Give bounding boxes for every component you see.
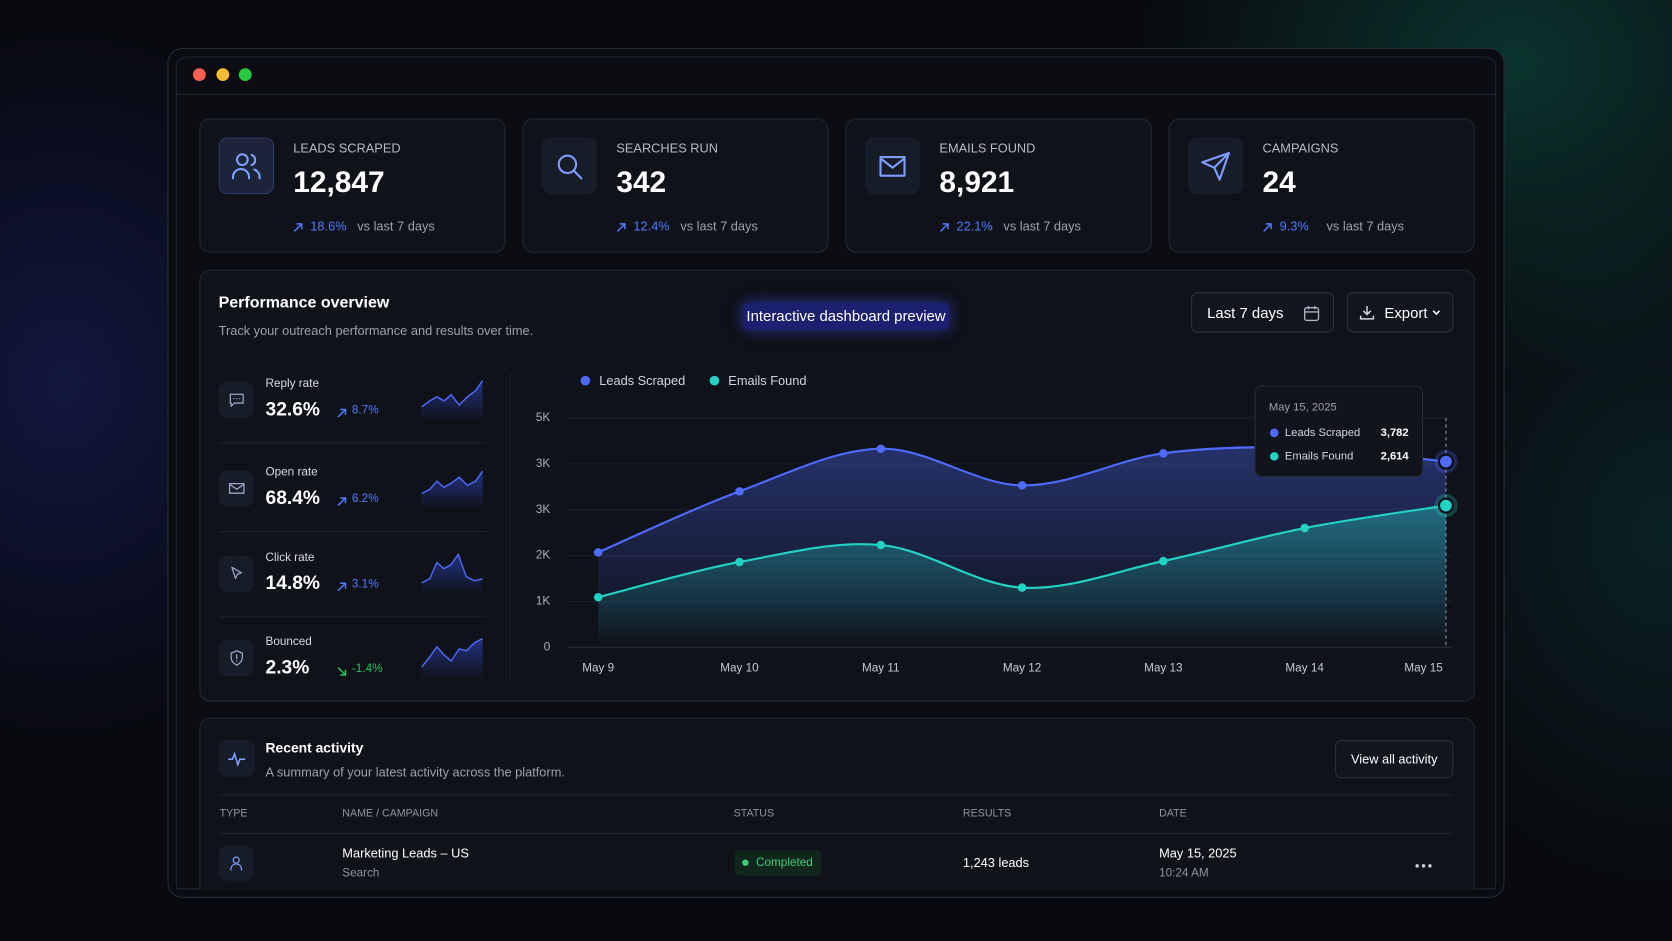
close-dot[interactable]	[193, 68, 206, 82]
row-name: Marketing Leads – US	[342, 845, 469, 861]
metric-separator	[218, 442, 488, 444]
metric-value: 14.8%	[265, 572, 320, 594]
maximize-dot[interactable]	[238, 68, 252, 82]
column-header: STATUS	[733, 807, 775, 820]
sparkline	[418, 637, 486, 685]
row-date: May 15, 2025	[1159, 845, 1237, 861]
status-pill: Completed	[734, 849, 822, 876]
metrics-divider	[509, 373, 511, 681]
trend-arrow	[1261, 220, 1273, 239]
stat-value: 8,921	[939, 165, 1015, 199]
sparkline	[418, 552, 486, 600]
stat-label: LEADS SCRAPED	[293, 140, 401, 156]
column-header: RESULTS	[962, 807, 1012, 820]
performance-title: Performance overview	[218, 293, 390, 312]
metric-value: 2.3%	[265, 656, 310, 678]
metric-label: Click rate	[265, 551, 315, 565]
column-header: NAME / CAMPAIGN	[342, 807, 439, 820]
stat-icon	[218, 137, 275, 195]
view-all-button[interactable]: View all activity	[1335, 740, 1454, 779]
metric-icon	[218, 470, 254, 507]
row-results: 1,243 leads	[962, 855, 1030, 871]
stat-note: vs last 7 days	[1003, 218, 1081, 234]
activity-title: Recent activity	[265, 739, 364, 756]
metric-icon	[218, 639, 254, 677]
title-bar	[177, 58, 1495, 95]
metric-icon	[218, 555, 254, 592]
stat-note: vs last 7 days	[357, 218, 435, 234]
column-header: DATE	[1159, 807, 1187, 820]
stat-icon	[864, 137, 921, 195]
stat-label: CAMPAIGNS	[1262, 140, 1339, 156]
row-time: 10:24 AM	[1159, 866, 1209, 880]
metric-label: Bounced	[265, 635, 312, 649]
metric-change: 3.1%	[351, 577, 379, 591]
stat-note: vs last 7 days	[680, 218, 758, 234]
stat-change: 22.1%	[956, 218, 993, 234]
stat-icon	[1187, 137, 1244, 195]
table-header-line	[218, 794, 1454, 796]
sparkline	[418, 379, 486, 427]
calendar-icon	[1303, 306, 1320, 322]
activity-icon	[218, 740, 255, 778]
trend-arrow	[336, 494, 348, 513]
stat-change: 12.4%	[633, 218, 670, 234]
range-label: Last 7 days	[1207, 303, 1284, 321]
minimize-dot[interactable]	[216, 68, 230, 82]
export-label: Export	[1384, 303, 1428, 321]
column-header: TYPE	[219, 807, 248, 820]
trend-arrow	[938, 220, 950, 239]
metric-value: 32.6%	[265, 398, 320, 420]
metric-separator	[218, 531, 488, 533]
stat-change: 9.3%	[1279, 218, 1309, 234]
preview-badge: Interactive dashboard preview	[743, 302, 949, 330]
trend-arrow	[615, 220, 627, 239]
stat-icon	[541, 137, 598, 195]
stat-label: SEARCHES RUN	[616, 140, 719, 156]
trend-arrow	[336, 663, 348, 682]
stat-note: vs last 7 days	[1326, 218, 1405, 234]
trend-arrow	[292, 220, 304, 239]
metric-change: 6.2%	[351, 492, 379, 506]
activity-subtitle: A summary of your latest activity across…	[265, 764, 565, 780]
stat-label: EMAILS FOUND	[939, 140, 1036, 156]
metric-change: -1.4%	[351, 662, 383, 675]
metric-icon	[218, 381, 254, 419]
export-button[interactable]: Export	[1346, 292, 1454, 333]
stat-value: 342	[616, 165, 667, 199]
row-type: Search	[342, 866, 380, 880]
chevron	[1432, 310, 1440, 316]
metric-label: Open rate	[265, 465, 318, 479]
performance-subtitle: Track your outreach performance and resu…	[218, 323, 534, 339]
trend-arrow	[336, 405, 348, 424]
metric-value: 68.4%	[265, 486, 320, 509]
activity-panel	[199, 717, 1475, 890]
sparkline	[418, 467, 486, 515]
metric-separator	[218, 616, 488, 618]
metric-label: Reply rate	[265, 377, 319, 391]
row-menu[interactable]	[1414, 857, 1433, 876]
table-row-line	[218, 832, 1454, 834]
content: Performance overview Track your outreach…	[199, 118, 1475, 890]
row-type-icon	[218, 845, 254, 881]
download-icon	[1360, 306, 1375, 320]
stat-value: 24	[1262, 165, 1296, 199]
stat-change: 18.6%	[310, 218, 347, 234]
trend-arrow	[336, 579, 348, 598]
metric-change: 8.7%	[351, 404, 379, 417]
range-button[interactable]: Last 7 days	[1191, 292, 1334, 333]
stat-value: 12,847	[293, 165, 385, 199]
status-dot	[742, 859, 749, 866]
